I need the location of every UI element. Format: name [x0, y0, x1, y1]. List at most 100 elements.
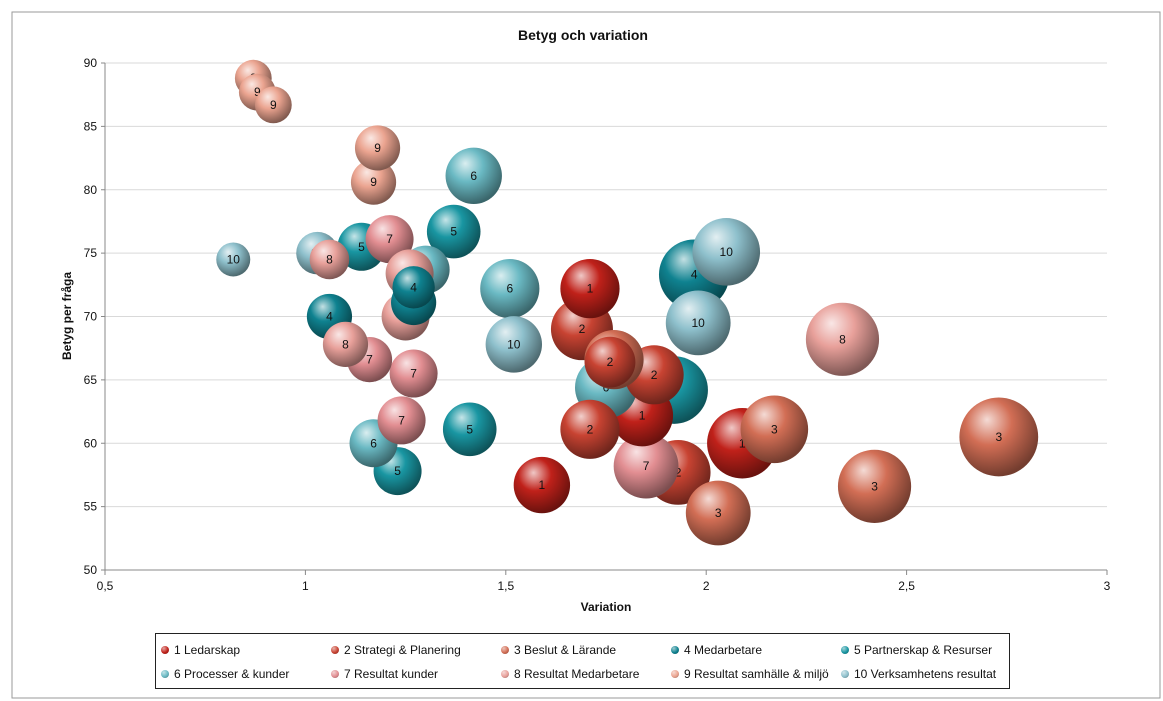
bubble-circle: [389, 349, 438, 398]
legend-marker-icon: [671, 670, 679, 678]
bubble: 9: [354, 125, 401, 171]
bubble: 7: [613, 433, 679, 499]
bubble-circle: [445, 147, 502, 205]
bubble-circle: [740, 395, 809, 464]
legend-item: 9 Resultat samhälle & miljö: [671, 661, 829, 687]
bubble: 4: [392, 266, 435, 309]
bubble-label: 5: [450, 225, 457, 239]
bubble-label: 3: [771, 422, 778, 436]
bubble-label: 3: [871, 479, 878, 493]
bubble: 10: [665, 290, 731, 356]
bubble-label: 10: [720, 245, 734, 259]
bubble-label: 4: [410, 280, 417, 294]
legend-marker-icon: [501, 670, 509, 678]
bubble-label: 1: [739, 436, 746, 450]
bubble-circle: [354, 125, 401, 171]
bubble-label: 6: [470, 169, 477, 183]
bubble: 10: [485, 316, 543, 373]
legend-marker-icon: [331, 646, 339, 654]
bubbles: 3381435102371012612236161055255667778844…: [216, 59, 1039, 546]
x-tick-label: 0,5: [97, 579, 114, 593]
legend-label: 3 Beslut & Lärande: [514, 643, 617, 657]
bubble-circle: [685, 480, 751, 546]
x-tick-label: 1: [302, 579, 309, 593]
x-tick-label: 1,5: [497, 579, 514, 593]
bubble-circle: [560, 259, 620, 319]
bubble: 10: [216, 242, 251, 277]
bubble: 8: [309, 239, 350, 280]
bubble-label: 7: [386, 232, 393, 246]
bubble-label: 2: [675, 465, 682, 479]
legend-marker-icon: [501, 646, 509, 654]
legend-label: 9 Resultat samhälle & miljö: [684, 667, 829, 681]
bubble-label: 9: [254, 85, 261, 99]
bubble-label: 6: [506, 282, 513, 296]
bubble-circle: [322, 321, 369, 367]
bubble: 3: [740, 395, 809, 464]
y-tick-label: 60: [84, 436, 98, 450]
bubble: 5: [442, 402, 497, 457]
bubble-label: 1: [639, 408, 646, 422]
bubble-label: 7: [366, 353, 373, 367]
chart-title: Betyg och variation: [518, 27, 648, 43]
y-tick-label: 90: [84, 56, 98, 70]
bubble-circle: [837, 449, 912, 523]
bubble-label: 1: [539, 478, 546, 492]
bubble-circle: [613, 433, 679, 499]
legend-label: 1 Ledarskap: [174, 643, 241, 657]
y-tick-label: 55: [84, 500, 98, 514]
bubble-circle: [216, 242, 251, 277]
legend-item: 3 Beslut & Lärande: [501, 637, 616, 663]
legend-marker-icon: [841, 670, 849, 678]
legend-marker-icon: [161, 646, 169, 654]
legend-label: 7 Resultat kunder: [344, 667, 439, 681]
bubble-label: 5: [394, 464, 401, 478]
bubble-label: 8: [326, 252, 333, 266]
bubble-circle: [805, 302, 880, 376]
bubble-label: 7: [643, 459, 650, 473]
bubble: 3: [685, 480, 751, 546]
bubble: 3: [959, 397, 1039, 477]
legend-item: 2 Strategi & Planering: [331, 637, 461, 663]
bubble-label: 8: [342, 337, 349, 351]
bubble: 6: [445, 147, 502, 205]
y-axis-title: Betyg per fråga: [60, 272, 74, 360]
legend-label: 8 Resultat Medarbetare: [514, 667, 640, 681]
legend-row: 1 Ledarskap 2 Strategi & Planering 3 Beslu…: [156, 637, 1009, 663]
bubble-label: 2: [587, 422, 594, 436]
bubble-circle: [350, 159, 397, 205]
legend-item: 10 Verksamhetens resultat: [841, 661, 996, 687]
bubble-label: 5: [358, 240, 365, 254]
bubble-circle: [254, 86, 292, 124]
bubble: 9: [254, 86, 292, 124]
bubble-circle: [485, 316, 543, 373]
bubble-circle: [426, 204, 481, 259]
legend: 1 Ledarskap 2 Strategi & Planering 3 Beslu…: [155, 633, 1010, 689]
x-tick-label: 2: [703, 579, 710, 593]
x-axis-title: Variation: [581, 600, 632, 614]
bubble-label: 1: [587, 282, 594, 296]
y-tick-label: 65: [84, 373, 98, 387]
bubble: 1: [513, 456, 571, 514]
legend-marker-icon: [161, 670, 169, 678]
legend-marker-icon: [671, 646, 679, 654]
bubble: 1: [560, 259, 620, 319]
bubble-label: 3: [715, 506, 722, 520]
bubble-label: 9: [270, 98, 277, 112]
bubble: 2: [560, 399, 620, 459]
bubble-label: 10: [692, 316, 706, 330]
y-tick-label: 85: [84, 119, 98, 133]
bubble-label: 7: [410, 367, 417, 381]
bubble-label: 2: [651, 368, 658, 382]
bubble-circle: [513, 456, 571, 514]
bubble-circle: [692, 218, 761, 286]
bubble-label: 9: [370, 175, 377, 189]
bubble-label: 6: [370, 436, 377, 450]
x-tick-label: 2,5: [898, 579, 915, 593]
bubble-circle: [442, 402, 497, 457]
bubble-circle: [560, 399, 620, 459]
bubble-circle: [584, 336, 636, 388]
bubble-label: 10: [507, 337, 521, 351]
